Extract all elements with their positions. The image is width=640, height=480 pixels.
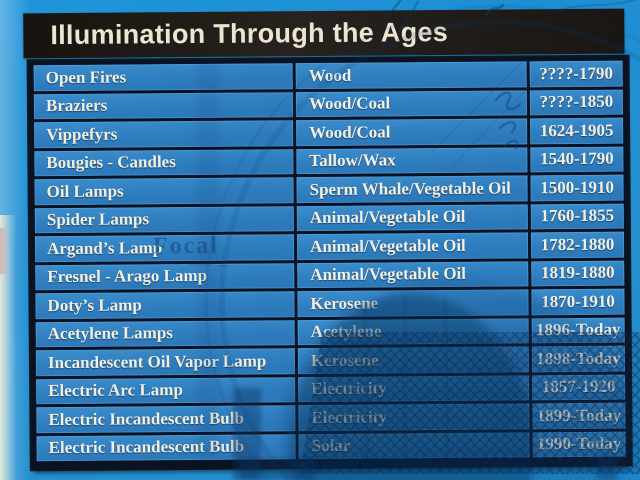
- dates-cell: 1990-Today: [532, 431, 626, 458]
- table-row: Electric Arc Lamp Electricity 1857-1920: [36, 374, 626, 405]
- table-row: Acetylene Lamps Acetylene 1896-Today: [35, 317, 625, 348]
- fuel-cell: Kerosene: [297, 289, 529, 317]
- fuel-cell: Kerosene: [297, 346, 530, 374]
- fuel-cell: Animal/Vegetable Oil: [297, 260, 529, 289]
- table-row: Open Fires Wood ????-1790: [33, 60, 623, 91]
- dates-cell: 1819-1880: [531, 260, 625, 287]
- fuel-cell: Wood: [295, 61, 527, 89]
- fuel-cell: Acetylene: [297, 317, 529, 346]
- table-row: Incandescent Oil Vapor Lamp Kerosene 189…: [35, 345, 626, 376]
- fuel-cell: Electricity: [298, 374, 530, 403]
- light-source-cell: Braziers: [33, 91, 294, 120]
- photo-left-pink-tint: [0, 228, 9, 274]
- dates-cell: 1500-1910: [530, 174, 624, 201]
- fuel-cell: Tallow/Wax: [296, 146, 528, 175]
- table-row: Oil Lamps Sperm Whale/Vegetable Oil 1500…: [34, 174, 624, 205]
- photo-left-light-streak: [0, 215, 16, 480]
- dates-cell: ????-1790: [529, 60, 623, 87]
- dates-cell: 1870-1910: [531, 288, 625, 315]
- fuel-cell: Animal/Vegetable Oil: [296, 232, 529, 260]
- table-row: Bougies - Candles Tallow/Wax 1540-1790: [34, 146, 624, 177]
- fuel-cell: Electricity: [298, 403, 530, 431]
- light-source-cell: Incandescent Oil Vapor Lamp: [35, 348, 296, 376]
- light-source-cell: Spider Lamps: [34, 205, 294, 234]
- light-source-cell: Vippefyrs: [34, 120, 294, 148]
- dates-cell: 1898-Today: [531, 345, 626, 372]
- table-row: Argand’s Lamp Animal/Vegetable Oil 1782-…: [34, 231, 625, 262]
- table-row: Electric Incandescent Bulb Electricity 1…: [36, 402, 626, 433]
- dates-cell: 1624-1905: [530, 117, 624, 144]
- light-source-cell: Acetylene Lamps: [35, 319, 295, 348]
- dates-cell: 1857-1920: [532, 374, 626, 401]
- dates-cell: 1540-1790: [530, 146, 624, 173]
- fuel-cell: Solar: [298, 431, 530, 460]
- light-source-cell: Oil Lamps: [34, 177, 294, 205]
- light-source-cell: Fresnel - Arago Lamp: [35, 262, 295, 291]
- dates-cell: 1899-Today: [532, 402, 626, 429]
- fuel-cell: Wood/Coal: [296, 118, 528, 146]
- title-bar: Illumination Through the Ages: [23, 8, 625, 59]
- fuel-cell: Sperm Whale/Vegetable Oil: [296, 175, 528, 203]
- illumination-table: Open Fires Wood ????-1790 Braziers Wood/…: [28, 56, 631, 470]
- table-row: Vippefyrs Wood/Coal 1624-1905: [34, 117, 624, 148]
- table-row: Braziers Wood/Coal ????-1850: [33, 89, 624, 120]
- fuel-cell: Animal/Vegetable Oil: [296, 203, 528, 232]
- light-source-cell: Electric Incandescent Bulb: [36, 433, 296, 462]
- dates-cell: ????-1850: [529, 89, 624, 116]
- light-source-cell: Open Fires: [33, 63, 293, 91]
- table-row: Spider Lamps Animal/Vegetable Oil 1760-1…: [34, 203, 624, 234]
- light-source-cell: Electric Incandescent Bulb: [36, 405, 296, 433]
- dates-cell: 1896-Today: [531, 317, 625, 344]
- table-row: Electric Incandescent Bulb Solar 1990-To…: [36, 431, 626, 462]
- light-source-cell: Argand’s Lamp: [34, 234, 295, 262]
- light-source-cell: Electric Arc Lamp: [36, 376, 296, 405]
- dates-cell: 1760-1855: [530, 203, 624, 230]
- light-source-cell: Doty’s Lamp: [35, 291, 295, 319]
- fuel-cell: Wood/Coal: [295, 89, 528, 118]
- light-source-cell: Bougies - Candles: [34, 148, 294, 177]
- dates-cell: 1782-1880: [530, 231, 625, 258]
- table-row: Doty’s Lamp Kerosene 1870-1910: [35, 288, 625, 319]
- sign-title: Illumination Through the Ages: [50, 16, 449, 51]
- table-row: Fresnel - Arago Lamp Animal/Vegetable Oi…: [35, 260, 625, 291]
